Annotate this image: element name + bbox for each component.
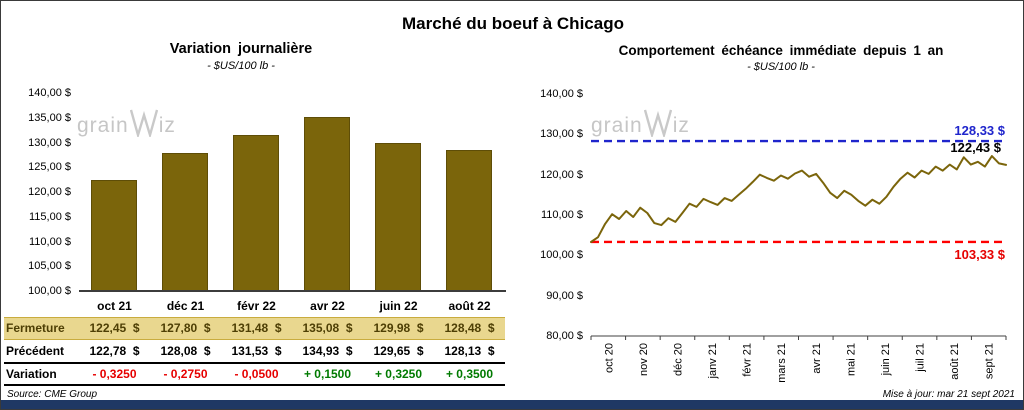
x-axis-label: juil 21 <box>915 343 927 373</box>
table-cell: 128,48 $ <box>434 317 505 340</box>
table-cell: + 0,3500 <box>434 362 505 386</box>
table-cell: - 0,2750 <box>150 362 221 386</box>
bar-y-tick-label: 115,00 $ <box>28 210 71 223</box>
table-cell: 122,45 $ <box>79 317 150 340</box>
month-header: août 22 <box>448 299 491 313</box>
price-line <box>590 155 1007 243</box>
month-header: oct 21 <box>97 299 132 313</box>
bar-y-tick-label: 125,00 $ <box>28 161 71 174</box>
month-header: févr 22 <box>237 299 276 313</box>
x-axis-label: oct 20 <box>603 343 615 373</box>
month-header: déc 21 <box>166 299 205 313</box>
x-axis-label: août 21 <box>949 343 961 380</box>
x-axis-label: sept 21 <box>984 343 996 379</box>
x-axis-label: nov 20 <box>638 343 650 376</box>
bar-y-tick-label: 120,00 $ <box>28 186 71 198</box>
bar-5 <box>375 142 421 291</box>
bar-4 <box>304 117 350 291</box>
bar-3 <box>233 135 279 291</box>
bar-2 <box>162 153 208 291</box>
table-cell: 129,65 $ <box>373 344 424 358</box>
x-axis-label: janv 21 <box>707 343 719 379</box>
price-table: oct 21 déc 21 févr 22 avr 22 juin 22 août 22 F… <box>4 296 505 386</box>
line-chart-subtitle: - $US/100 lb - <box>747 61 815 73</box>
row-label-variation: Variation <box>4 362 79 386</box>
table-cell: 128,13 $ <box>444 344 495 358</box>
x-axis-label: févr 21 <box>742 343 754 377</box>
source-note: Source: CME Group <box>7 389 98 400</box>
table-cell: 135,08 $ <box>292 317 363 340</box>
table-cell: - 0,0500 <box>221 362 292 386</box>
x-axis-label: mars 21 <box>776 343 788 383</box>
line-chart: oct 20 nov 20 déc 20 janv 21 févr 21 mars 21 a… <box>590 139 1007 383</box>
bar-y-tick-label: 110,00 $ <box>28 235 71 248</box>
bar-y-tick-label: 140,00 $ <box>28 87 71 99</box>
bar-y-tick-label: 135,00 $ <box>28 111 71 124</box>
x-axis-label: avr 21 <box>811 343 823 374</box>
table-corner-cell <box>4 296 79 317</box>
month-header: avr 22 <box>310 299 345 313</box>
row-label-fermeture: Fermeture <box>4 317 79 340</box>
table-cell: + 0,3250 <box>363 362 434 386</box>
table-cell: + 0,1500 <box>292 362 363 386</box>
bar-1 <box>91 179 137 291</box>
bar-chart-x-axis <box>79 290 506 292</box>
low-price-label: 103,33 $ <box>954 247 1005 262</box>
table-cell: 128,08 $ <box>160 344 211 358</box>
bar-y-tick-label: 105,00 $ <box>28 260 71 273</box>
last-price-label: 122,43 $ <box>950 140 1001 155</box>
table-cell: 122,78 $ <box>89 344 140 358</box>
bar-chart-subtitle: - $US/100 lb - <box>207 60 275 72</box>
table-cell: - 0,3250 <box>79 362 150 386</box>
footer-bar <box>1 400 1023 409</box>
x-axis-label: juin 21 <box>880 343 892 376</box>
table-cell: 127,80 $ <box>150 317 221 340</box>
table-cell: 129,98 $ <box>363 317 434 340</box>
x-axis-label: déc 20 <box>672 343 684 376</box>
row-label-precedent: Précédent <box>6 344 65 358</box>
table-cell: 131,48 $ <box>221 317 292 340</box>
page-title: Marché du boeuf à Chicago <box>402 14 624 33</box>
bar-chart-plot <box>79 93 505 291</box>
table-cell: 131,53 $ <box>231 344 282 358</box>
month-header: juin 22 <box>379 299 418 313</box>
update-note: Mise à jour: mar 21 sept 2021 <box>882 389 1015 400</box>
table-cell: 134,93 $ <box>302 344 353 358</box>
bar-6 <box>446 150 492 291</box>
x-axis-label: mai 21 <box>845 343 857 376</box>
high-price-label: 128,33 $ <box>954 123 1005 138</box>
line-chart-title: Comportement échéance immédiate depuis 1… <box>618 43 944 58</box>
bar-chart-title: Variation journalière <box>169 41 313 57</box>
bar-y-tick-label: 130,00 $ <box>28 136 71 149</box>
